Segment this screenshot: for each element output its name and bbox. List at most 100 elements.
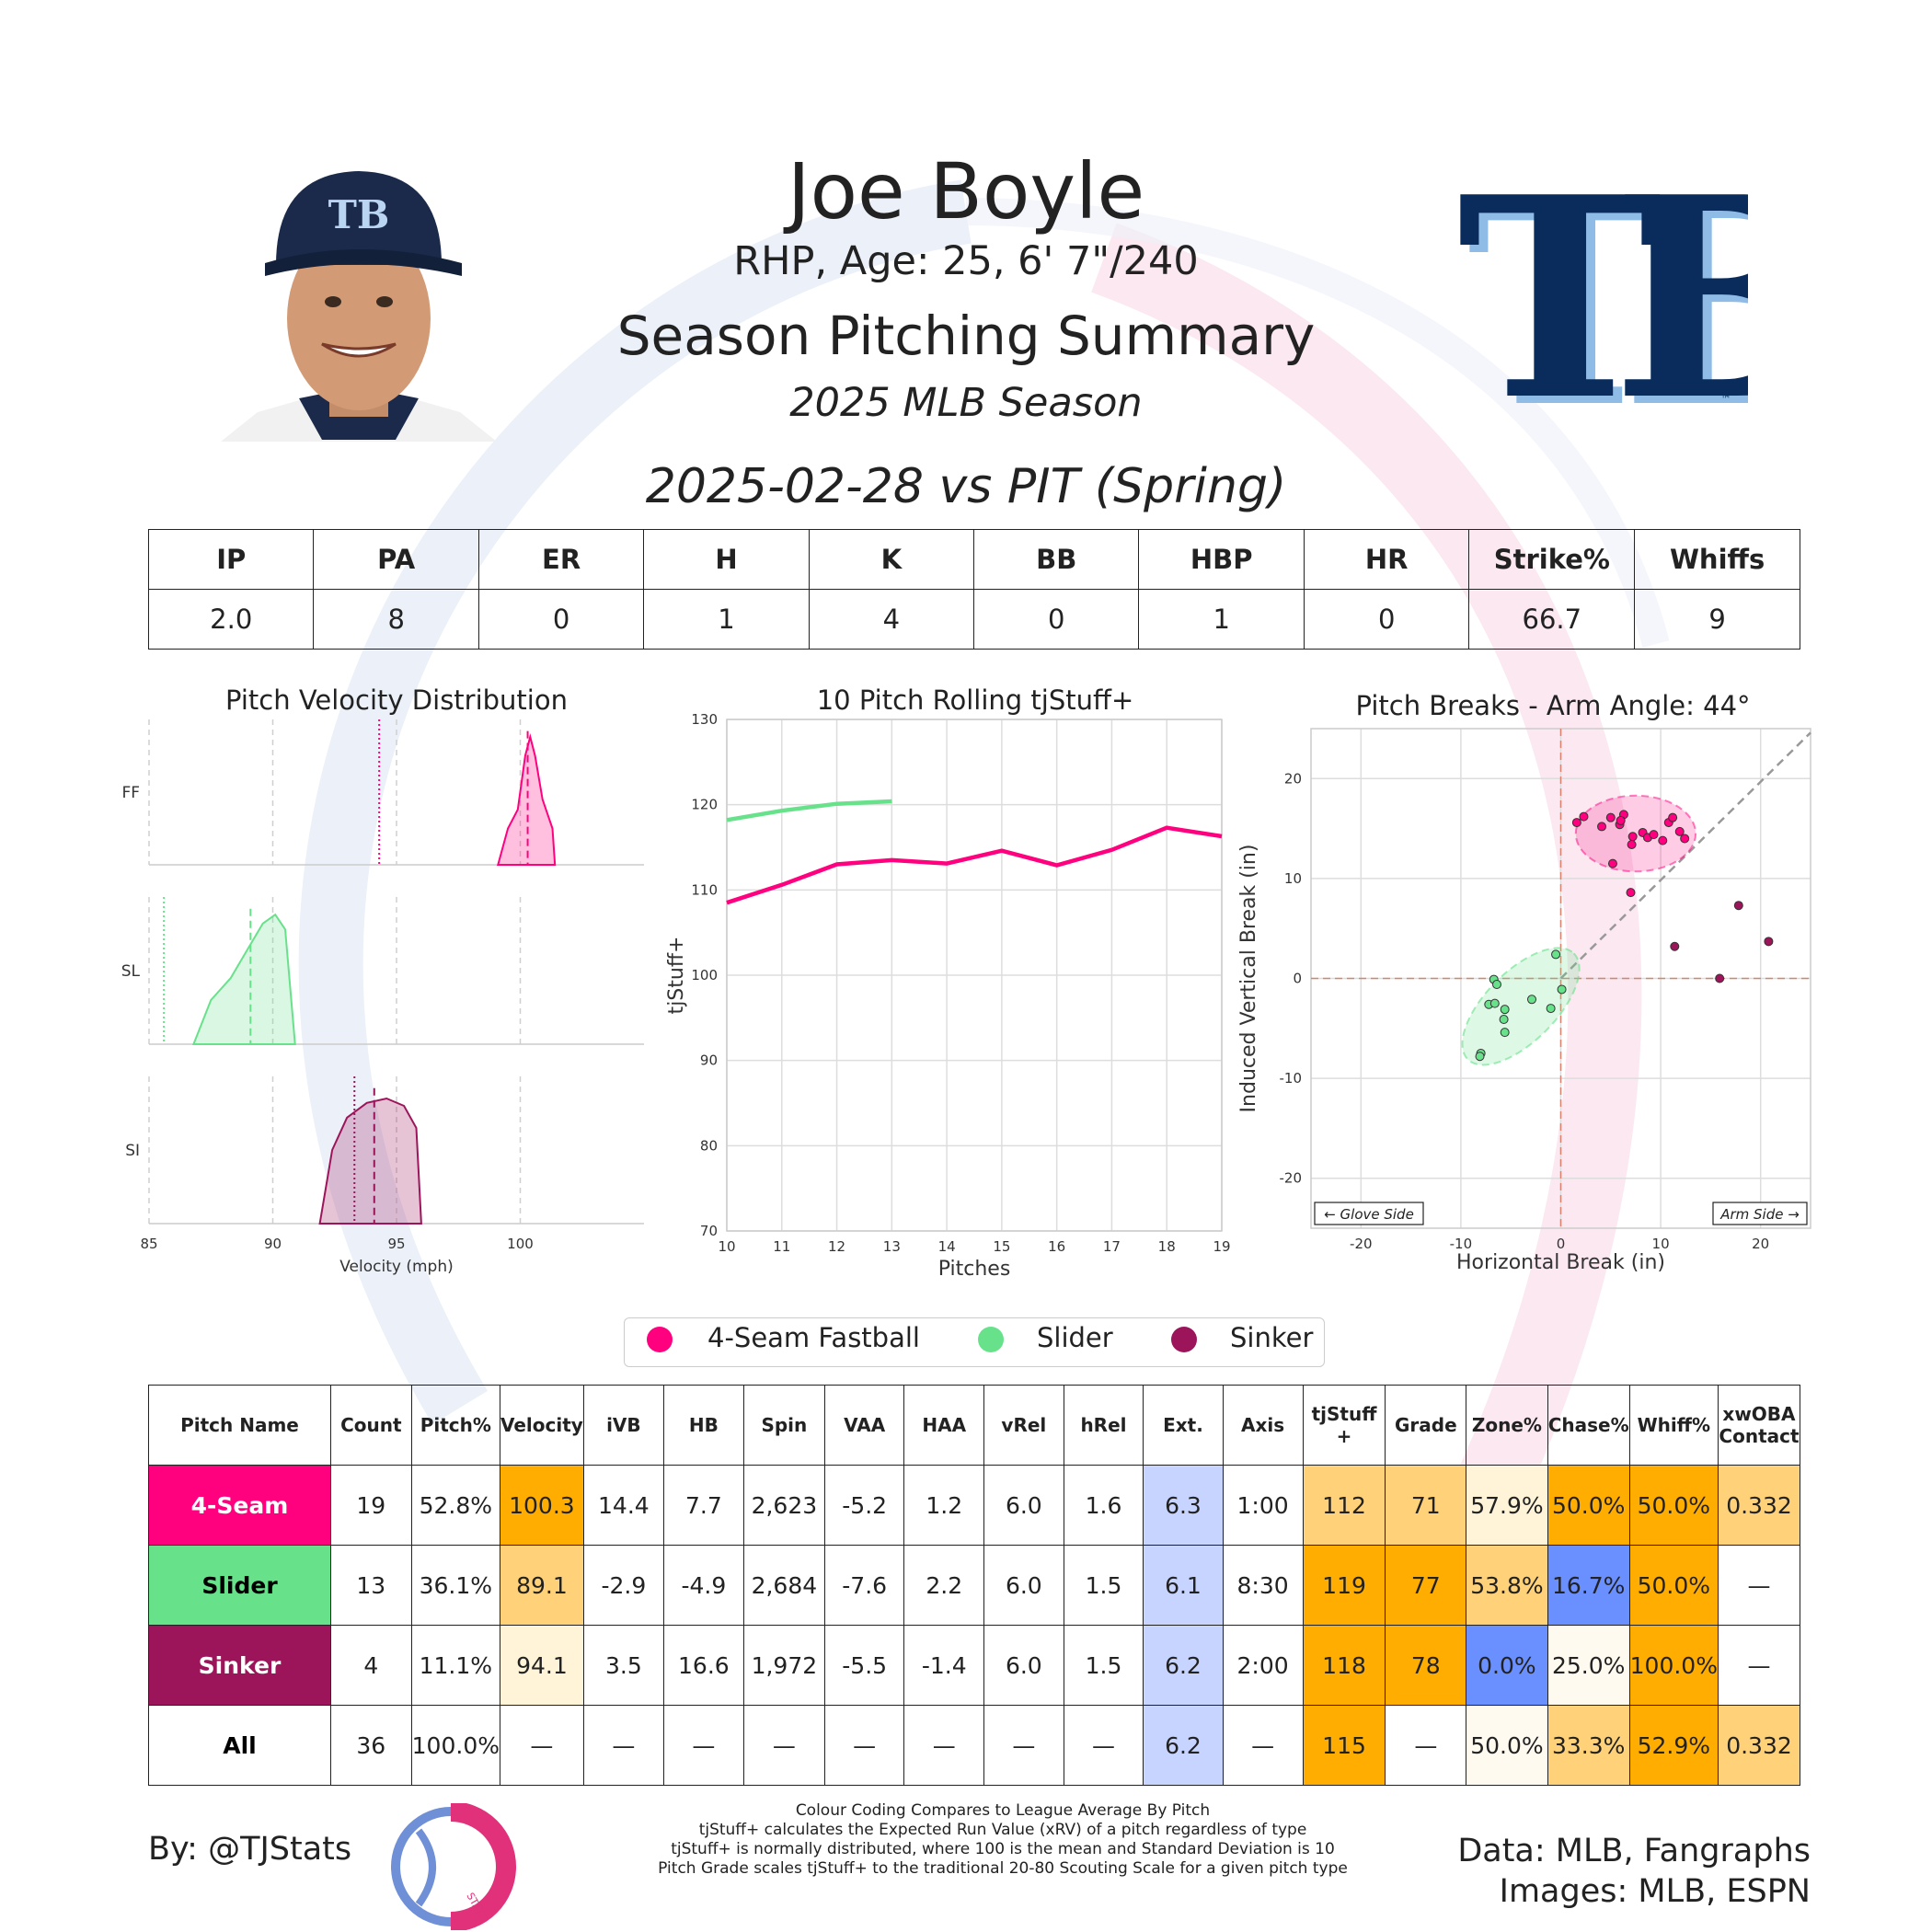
pitch-table-cell: 1.6: [1063, 1465, 1144, 1546]
breaks-point-slider: [1527, 995, 1537, 1005]
legend-marker-slider: [978, 1327, 1004, 1352]
pitch-table-header: hRel: [1063, 1385, 1144, 1466]
pitch-table-cell: 0.332: [1717, 1705, 1801, 1786]
pitch-table-row: Sinker 4 11.1% 94.1 3.5 16.6 1,972 -5.5 -1.4 6.0 1…: [148, 1625, 1801, 1706]
footer-note: tjStuff+ calculates the Expected Run Val…: [698, 1821, 1307, 1839]
rolling-chart-title: 10 Pitch Rolling tjStuff+: [816, 684, 1134, 716]
pitch-table-cell: 53.8%: [1466, 1545, 1548, 1626]
rolling-frame: [726, 719, 1223, 1232]
velocity-x-tick: 95: [387, 1236, 405, 1252]
pitch-table-row: Slider 13 36.1% 89.1 -2.9 -4.9 2,684 -7.6 2.2 6.0…: [148, 1545, 1801, 1626]
pitch-table-cell: —: [1222, 1705, 1304, 1786]
pitch-table-header: Axis: [1222, 1385, 1304, 1466]
data-source: Data: MLB, Fangraphs: [1457, 1833, 1811, 1869]
pitch-table-cell: 6.2: [1143, 1625, 1224, 1706]
pitch-table-cell: 50.0%: [1628, 1465, 1719, 1546]
velocity-pitch-label: SI: [125, 1142, 140, 1160]
pitch-table-cell: 8:30: [1222, 1545, 1304, 1626]
rolling-x-tick: 10: [718, 1238, 735, 1255]
breaks-point-4seam: [1597, 822, 1607, 832]
rolling-x-tick: 12: [828, 1238, 845, 1255]
pitch-table-header: Pitch%: [410, 1385, 500, 1466]
velocity-x-tick: 85: [140, 1236, 157, 1252]
breaks-point-4seam: [1658, 835, 1668, 845]
pitch-table-cell: 14.4: [582, 1465, 664, 1546]
pitch-name-cell: All: [148, 1705, 331, 1786]
pitch-table-header: tjStuff +: [1302, 1385, 1386, 1466]
velocity-density-si: [318, 1097, 422, 1225]
rolling-y-tick: 110: [691, 881, 718, 898]
stat-value: 66.7: [1468, 589, 1636, 650]
pitch-table-header: vRel: [983, 1385, 1064, 1466]
arm-side-label: Arm Side →: [1719, 1206, 1800, 1223]
pitch-table-row: 4-Seam 19 52.8% 100.3 14.4 7.7 2,623 -5.2 1.2 6.0…: [148, 1465, 1801, 1546]
stat-header: H: [643, 529, 810, 590]
player-bio: RHP, Age: 25, 6' 7"/240: [733, 238, 1199, 284]
pitch-table-cell: 1:00: [1222, 1465, 1304, 1546]
stat-header-row: IP PA ER H K BB HBP HR Strike% Whiffs: [147, 529, 1800, 590]
pitch-table-header: VAA: [823, 1385, 905, 1466]
stat-header: Strike%: [1468, 529, 1636, 590]
legend-item-slider: Slider: [1037, 1322, 1113, 1353]
legend-marker-4seam: [647, 1327, 673, 1352]
svg-text:™: ™: [1720, 393, 1731, 406]
summary-title: Season Pitching Summary: [616, 305, 1316, 367]
breaks-y-tick: -10: [1280, 1070, 1303, 1087]
chart-legend: 4-Seam Fastball Slider Sinker: [624, 1317, 1325, 1367]
rolling-x-label: Pitches: [938, 1258, 1011, 1281]
pitch-table-cell: —: [742, 1705, 825, 1786]
pitch-table-cell: 100.0%: [410, 1705, 500, 1786]
pitch-table-cell: 1,972: [742, 1625, 825, 1706]
pitch-table-cell: 0.332: [1717, 1465, 1801, 1546]
pitch-table-cell: 1.5: [1063, 1545, 1144, 1626]
rolling-x-tick: 18: [1158, 1238, 1176, 1255]
pitch-table-cell: 100.0%: [1628, 1625, 1719, 1706]
stat-value: 1: [1138, 589, 1305, 650]
pitch-table-cell: 94.1: [499, 1625, 584, 1706]
pitch-table-cell: —: [499, 1705, 584, 1786]
pitch-table-header: Velocity: [499, 1385, 584, 1466]
rolling-line-4seam: [726, 825, 1223, 905]
velocity-x-tick: 90: [264, 1236, 282, 1252]
breaks-point-4seam: [1674, 826, 1685, 836]
rolling-y-tick: 100: [691, 967, 718, 983]
player-name: Joe Boyle: [787, 146, 1145, 236]
pitch-table-header: Zone%: [1466, 1385, 1548, 1466]
pitch-table-cell: 6.3: [1143, 1465, 1224, 1546]
pitch-table-header: Whiff%: [1628, 1385, 1719, 1466]
breaks-y-tick: -20: [1280, 1170, 1303, 1187]
breaks-point-4seam: [1649, 830, 1659, 840]
legend-item-4seam: 4-Seam Fastball: [707, 1322, 920, 1353]
pitch-breaks-chart: -20 -10 0 10 20 20 10 0 -10 -20 Horizontal Break (…: [1237, 728, 1811, 1274]
pitch-table-cell: 52.9%: [1628, 1705, 1719, 1786]
rolling-y-label: tjStuff+: [665, 937, 688, 1015]
breaks-x-tick: 0: [1557, 1236, 1566, 1252]
pitch-name-cell: 4-Seam: [148, 1465, 331, 1546]
pitch-name-cell: Sinker: [148, 1625, 331, 1706]
breaks-y-tick: 20: [1284, 770, 1302, 787]
breaks-point-slider: [1546, 1004, 1556, 1014]
pitch-table-header: Ext.: [1143, 1385, 1224, 1466]
stat-value: 4: [808, 589, 975, 650]
pitch-table-cell: 36: [329, 1705, 412, 1786]
stat-header: ER: [477, 529, 645, 590]
glove-side-box: [1314, 1202, 1424, 1225]
pitch-table-cell: -7.6: [823, 1545, 905, 1626]
pitch-table-cell: 2,684: [742, 1545, 825, 1626]
rolling-x-tick: 19: [1213, 1238, 1230, 1255]
pitch-table-header: xwOBA Contact: [1717, 1385, 1801, 1466]
pitch-table-cell: 0.0%: [1466, 1625, 1548, 1706]
pitch-table-cell: —: [1717, 1545, 1801, 1626]
pitch-table-cell: 6.0: [983, 1625, 1064, 1706]
pitch-table-cell: 25.0%: [1547, 1625, 1630, 1706]
rolling-x-tick: 17: [1103, 1238, 1121, 1255]
rolling-y-tick: 80: [700, 1137, 718, 1154]
pitch-table-header-row: Pitch Name Count Pitch% Velocity iVB HB Spin VA…: [148, 1385, 1801, 1466]
pitch-table-cell: —: [582, 1705, 664, 1786]
legend-marker-sinker: [1171, 1327, 1197, 1352]
rolling-y-tick: 90: [700, 1052, 718, 1069]
pitch-table-cell: 11.1%: [410, 1625, 500, 1706]
pitch-table-header: Grade: [1385, 1385, 1467, 1466]
breaks-x-tick: -20: [1350, 1236, 1373, 1252]
breaks-point-sinker: [1733, 901, 1743, 911]
